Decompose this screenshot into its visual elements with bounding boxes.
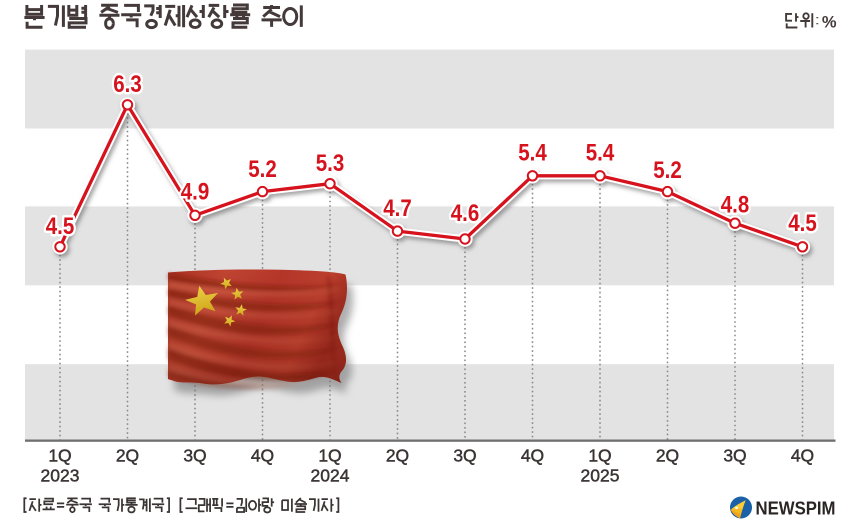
svg-text:2025: 2025 [581,465,620,485]
svg-text:2023: 2023 [41,465,80,485]
svg-text:4.7: 4.7 [383,195,412,222]
svg-text:3Q: 3Q [453,446,476,466]
svg-text:1Q: 1Q [588,446,611,466]
svg-text:4.5: 4.5 [46,213,75,240]
svg-text:NEWSPIM: NEWSPIM [756,497,836,518]
svg-text:2Q: 2Q [386,446,409,466]
svg-text:6.3: 6.3 [113,71,142,98]
svg-text:3Q: 3Q [183,446,206,466]
svg-text:2Q: 2Q [656,446,679,466]
svg-text:5.4: 5.4 [518,139,547,166]
svg-text:4.6: 4.6 [451,200,480,227]
svg-text:5.2: 5.2 [653,157,682,184]
svg-text:1Q: 1Q [48,446,71,466]
svg-text:4.5: 4.5 [788,210,817,237]
svg-text:4.8: 4.8 [721,192,750,219]
svg-text:2024: 2024 [311,465,350,485]
svg-text:4.9: 4.9 [181,179,210,206]
svg-text:%: % [822,13,837,31]
svg-text:5.2: 5.2 [248,156,277,183]
svg-text:4Q: 4Q [791,446,814,466]
svg-text:5.3: 5.3 [316,150,345,177]
svg-text:4Q: 4Q [521,446,544,466]
svg-text:5.4: 5.4 [586,139,615,166]
svg-text:2Q: 2Q [116,446,139,466]
svg-text:3Q: 3Q [723,446,746,466]
svg-text:1Q: 1Q [318,446,341,466]
svg-text:4Q: 4Q [251,446,274,466]
